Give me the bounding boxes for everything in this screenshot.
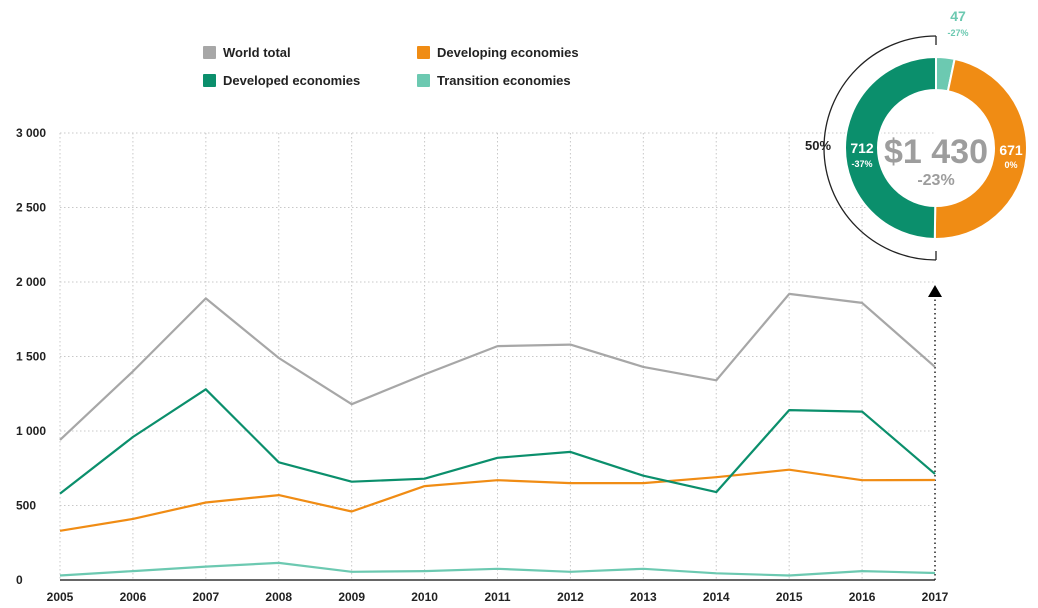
x-tick-label: 2011 bbox=[484, 590, 510, 604]
donut-slice-developing-economies bbox=[933, 57, 1028, 240]
y-tick-label: 2 000 bbox=[16, 275, 46, 289]
series-line-developed-economies bbox=[59, 388, 936, 495]
legend-swatch bbox=[417, 74, 430, 87]
donut-center-value: $1 430 bbox=[884, 133, 988, 171]
x-tick-label: 2007 bbox=[192, 590, 219, 604]
donut-slice-developed-economies bbox=[844, 55, 937, 241]
y-tick-label: 3 000 bbox=[16, 126, 46, 140]
x-tick-label: 2013 bbox=[630, 590, 657, 604]
y-tick-label: 500 bbox=[16, 499, 36, 513]
slice-value-developing: 671 bbox=[999, 142, 1023, 158]
series-line-developing-economies bbox=[59, 468, 936, 532]
x-tick-label: 2012 bbox=[557, 590, 584, 604]
x-tick-label: 2010 bbox=[411, 590, 438, 604]
x-tick-label: 2017 bbox=[922, 590, 949, 604]
half-bracket-arc bbox=[823, 35, 937, 261]
bracket-label: 50% bbox=[805, 138, 831, 153]
slice-value-developed: 712 bbox=[850, 140, 874, 156]
x-tick-label: 2016 bbox=[849, 590, 876, 604]
donut-center-change: -23% bbox=[917, 172, 954, 189]
line-series bbox=[59, 292, 936, 577]
x-tick-label: 2005 bbox=[47, 590, 74, 604]
y-axis: 3 000 2 500 2 000 1 500 1 000 500 0 bbox=[16, 126, 46, 587]
arrow-up-icon bbox=[928, 285, 942, 297]
y-tick-label: 2 500 bbox=[16, 201, 46, 215]
legend-label-developing-economies: Developing economies bbox=[437, 45, 579, 60]
y-tick-label: 1 500 bbox=[16, 350, 46, 364]
x-tick-label: 2014 bbox=[703, 590, 730, 604]
legend-swatch bbox=[417, 46, 430, 59]
x-tick-label: 2008 bbox=[265, 590, 292, 604]
donut-chart: 50% $1 430-23% 47 -27% 671 0% 712 -37% bbox=[805, 8, 1028, 261]
x-tick-label: 2009 bbox=[338, 590, 365, 604]
legend-swatch bbox=[203, 74, 216, 87]
legend: World total Developing economies Developed… bbox=[203, 45, 579, 88]
y-tick-label: 0 bbox=[16, 573, 23, 587]
series-line-world-total bbox=[59, 292, 936, 441]
y-tick-label: 1 000 bbox=[16, 424, 46, 438]
grid-lines bbox=[59, 132, 935, 580]
slice-change-developed: -37% bbox=[851, 159, 872, 169]
x-axis: 2005 2006 2007 2008 2009 2010 2011 2012 2013 2014… bbox=[47, 285, 949, 604]
slice-change-transition: -27% bbox=[947, 28, 968, 38]
legend-label-transition-economies: Transition economies bbox=[437, 73, 571, 88]
x-tick-label: 2006 bbox=[120, 590, 147, 604]
legend-swatch bbox=[203, 46, 216, 59]
series-line-transition-economies bbox=[59, 561, 936, 577]
slice-change-developing: 0% bbox=[1004, 160, 1017, 170]
legend-label-developed-economies: Developed economies bbox=[223, 73, 360, 88]
legend-label-world-total: World total bbox=[223, 45, 291, 60]
x-tick-label: 2015 bbox=[776, 590, 803, 604]
slice-value-transition: 47 bbox=[950, 8, 966, 24]
